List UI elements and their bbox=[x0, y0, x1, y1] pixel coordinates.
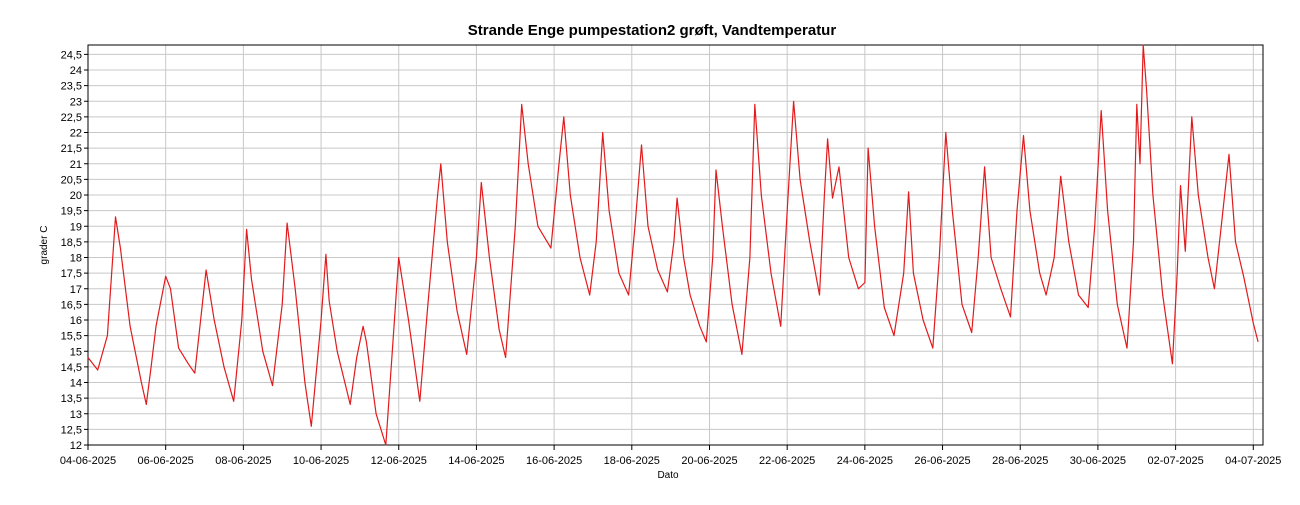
y-tick-label: 19,5 bbox=[61, 206, 82, 218]
x-tick-label: 04-07-2025 bbox=[1225, 455, 1281, 467]
y-axis-label: grader C bbox=[39, 226, 50, 265]
x-tick-label: 18-06-2025 bbox=[604, 455, 660, 467]
y-tick-label: 20,5 bbox=[61, 174, 82, 186]
y-tick-label: 24,5 bbox=[61, 49, 82, 61]
x-tick-label: 14-06-2025 bbox=[448, 455, 504, 467]
y-tick-label: 17 bbox=[70, 284, 82, 296]
x-tick-label: 16-06-2025 bbox=[526, 455, 582, 467]
x-tick-label: 30-06-2025 bbox=[1070, 455, 1126, 467]
y-tick-label: 21,5 bbox=[61, 143, 82, 155]
x-axis: 04-06-2025 06-06-2025 08-06-2025 10-06-2025… bbox=[60, 445, 1281, 467]
y-tick-label: 23 bbox=[70, 96, 82, 108]
y-tick-label: 23,5 bbox=[61, 81, 82, 93]
x-tick-label: 24-06-2025 bbox=[837, 455, 893, 467]
y-tick-label: 24 bbox=[70, 65, 82, 77]
y-tick-label: 18,5 bbox=[61, 237, 82, 249]
x-tick-label: 22-06-2025 bbox=[759, 455, 815, 467]
x-tick-label: 08-06-2025 bbox=[215, 455, 271, 467]
x-tick-label: 20-06-2025 bbox=[681, 455, 737, 467]
x-tick-label: 12-06-2025 bbox=[371, 455, 427, 467]
y-axis: 12 12,5 13 13,5 14 14,5 15 15,5 16 16,5 17 17,5 18 18… bbox=[61, 49, 88, 452]
y-tick-label: 17,5 bbox=[61, 268, 82, 280]
y-tick-label: 22 bbox=[70, 128, 82, 140]
y-tick-label: 15,5 bbox=[61, 331, 82, 343]
x-tick-label: 06-06-2025 bbox=[138, 455, 194, 467]
series-line bbox=[87, 44, 1259, 446]
y-tick-label: 14,5 bbox=[61, 362, 82, 374]
y-tick-label: 22,5 bbox=[61, 112, 82, 124]
y-tick-label: 13,5 bbox=[61, 393, 82, 405]
x-tick-label: 10-06-2025 bbox=[293, 455, 349, 467]
grid-lines bbox=[87, 45, 1263, 446]
plot-area-frame bbox=[87, 44, 1264, 446]
y-tick-label: 12,5 bbox=[61, 424, 82, 436]
y-tick-label: 15 bbox=[70, 346, 82, 358]
y-tick-label: 18 bbox=[70, 253, 82, 265]
x-tick-label: 28-06-2025 bbox=[992, 455, 1048, 467]
x-tick-label: 04-06-2025 bbox=[60, 455, 116, 467]
chart-title: Strande Enge pumpestation2 grøft, Vandte… bbox=[468, 22, 837, 39]
y-tick-label: 20 bbox=[70, 190, 82, 202]
y-tick-label: 13 bbox=[70, 409, 82, 421]
y-tick-label: 16,5 bbox=[61, 299, 82, 311]
x-axis-label: Dato bbox=[657, 470, 679, 481]
y-tick-label: 19 bbox=[70, 221, 82, 233]
y-tick-label: 12 bbox=[70, 440, 82, 452]
x-tick-label: 02-07-2025 bbox=[1147, 455, 1203, 467]
y-tick-label: 14 bbox=[70, 378, 82, 390]
y-tick-label: 16 bbox=[70, 315, 82, 327]
y-tick-label: 21 bbox=[70, 159, 82, 171]
x-tick-label: 26-06-2025 bbox=[914, 455, 970, 467]
